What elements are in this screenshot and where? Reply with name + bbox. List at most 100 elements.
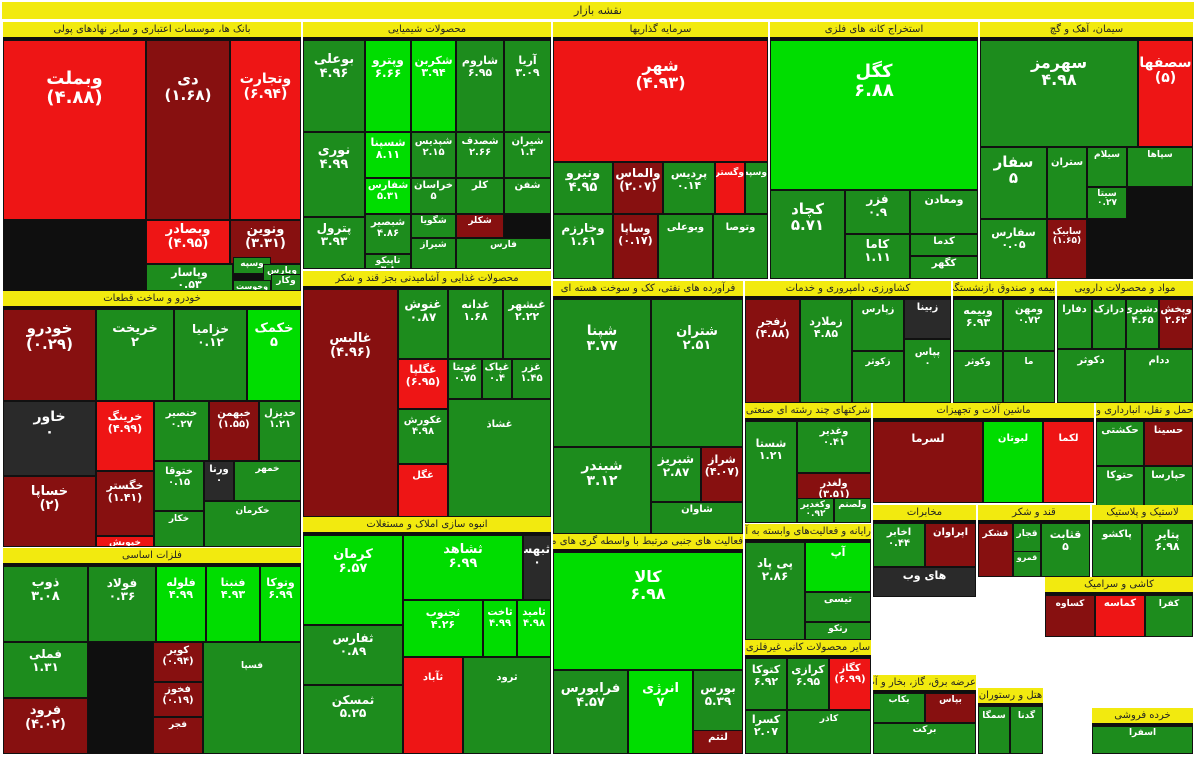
stock-tile[interactable]: خگستر (۱.۴۱) [96,471,154,536]
stock-tile[interactable]: غنوش ۰.۸۷ [398,289,448,359]
sector-header[interactable]: بانک ها، موسسات اعتباری و سایر نهادهای پ… [3,22,301,37]
stock-tile[interactable]: شفن [504,178,551,214]
stock-tile[interactable]: خودرو (۰.۲۹) [3,309,96,401]
stock-tile[interactable]: شبریز ۲.۸۷ [651,447,701,502]
stock-tile[interactable]: زپارس [852,299,904,351]
stock-tile[interactable]: لبوتان [983,421,1043,503]
stock-tile[interactable]: خکمک ۵ [247,309,301,401]
sector-header[interactable]: کشاورزی، دامپروری و خدمات [745,281,951,296]
stock-tile[interactable]: وغدیر ۰.۴۱ [797,421,871,473]
sector-header[interactable]: محصولات غذایی و آشامیدنی بجز قند و شکر [303,271,551,286]
stock-tile[interactable]: خرینگ (۴.۹۹) [96,401,154,471]
sector-header[interactable]: کاشی و سرامیک [1045,577,1193,592]
stock-tile[interactable]: سیتا ۰.۲۷ [1087,187,1127,219]
stock-tile[interactable]: ونوین (۳.۳۱) [230,220,301,264]
sector-header[interactable]: لاستیک و پلاستیک [1092,505,1193,520]
stock-tile[interactable]: غشاذ [448,399,551,517]
stock-tile[interactable]: سمگا [978,706,1010,754]
stock-tile[interactable]: رتکو [805,622,871,640]
stock-tile[interactable]: شبصیر ۴.۸۶ [365,214,411,254]
stock-tile[interactable]: کچاد ۵.۷۱ [770,190,845,279]
sector-header[interactable]: خرده فروشی [1092,708,1193,723]
stock-tile[interactable]: خدیزل ۱.۲۱ [259,401,301,461]
stock-tile[interactable]: وپترو ۶.۶۶ [365,40,411,132]
stock-tile[interactable]: ما [1003,351,1055,403]
stock-tile[interactable]: تاپیکو۳.۸ [365,254,411,269]
stock-tile[interactable]: فولاد ۰.۳۶ [88,566,156,642]
stock-tile[interactable]: فجر [153,717,203,754]
stock-tile[interactable]: ولصنم [834,498,871,523]
stock-tile[interactable]: خنصیر ۰.۲۷ [154,401,209,461]
stock-tile[interactable]: خریخت ۲ [96,309,174,401]
stock-tile[interactable]: کرمان ۶.۵۷ [303,535,403,625]
stock-tile[interactable]: انرژی ۷ [628,670,693,754]
stock-tile[interactable]: غگل [398,464,448,517]
stock-tile[interactable]: زفجر (۴.۸۸) [745,299,800,403]
stock-tile[interactable]: ثشاهد ۶.۹۹ [403,535,523,600]
stock-tile[interactable]: سابیک (۱.۶۵) [1047,219,1087,279]
stock-tile[interactable]: آریا ۳.۰۹ [504,40,551,132]
stock-tile[interactable]: شصدف ۲.۶۶ [456,132,504,178]
stock-tile[interactable]: وخوست [233,280,271,291]
stock-tile[interactable]: وتوصا [713,214,768,279]
stock-tile[interactable]: سیلام [1087,147,1127,187]
stock-tile[interactable]: نوری ۴.۹۹ [303,132,365,217]
stock-tile[interactable]: بپاس [925,693,976,723]
stock-tile[interactable]: وکغدیر ۰.۹۲ [797,498,834,523]
stock-tile[interactable]: وساپا (۰.۱۷) [613,214,658,279]
stock-tile[interactable]: ونیرو ۴.۹۵ [553,162,613,214]
stock-tile[interactable]: پردیس ۰.۱۴ [663,162,715,214]
stock-tile[interactable]: کسرا ۲.۰۷ [745,710,787,754]
stock-tile[interactable]: غپاک ۰.۴ [482,359,512,399]
sector-header[interactable]: قند و شکر [978,505,1090,520]
sector-header[interactable]: فعالیت های جنبی مرتبط با واسطه گری های م… [553,534,743,549]
stock-tile[interactable]: فارس [456,238,551,269]
stock-tile[interactable]: تیسی [805,592,871,622]
stock-tile[interactable]: فخوز (۰.۱۹) [153,682,203,717]
stock-tile[interactable]: بکاب [873,693,925,723]
stock-tile[interactable]: شپنا ۳.۷۷ [553,299,651,447]
sector-header[interactable]: سرمایه گذاریها [553,22,768,37]
stock-tile[interactable]: ومعادن [910,190,978,234]
stock-tile[interactable]: شبندر ۳.۱۲ [553,447,651,534]
stock-tile[interactable]: خکار [154,511,204,547]
sector-header[interactable]: رایانه و فعالیت‌های وابسته به آن [745,524,871,539]
sector-header[interactable]: مواد و محصولات دارویی [1057,281,1193,296]
stock-tile[interactable]: وبصادر (۴.۹۵) [146,220,230,264]
sector-header[interactable]: انبوه سازی املاک و مستغلات [303,517,551,532]
stock-tile[interactable]: شاروم ۶.۹۵ [456,40,504,132]
sector-header[interactable]: سایر محصولات کانی غیرفلزی [745,640,871,655]
sector-header[interactable]: مخابرات [873,505,976,520]
stock-tile[interactable]: خراسان ۵ [411,178,456,214]
stock-tile[interactable]: وتجارت (۶.۹۴) [230,40,301,220]
stock-tile[interactable]: شتران ۲.۵۱ [651,299,743,447]
stock-tile[interactable]: قمرو [1013,551,1041,577]
stock-tile[interactable]: کدما [910,234,978,256]
stock-tile[interactable]: اخابر ۰.۴۴ [873,523,925,567]
stock-tile[interactable]: شهر (۴.۹۳) [553,40,768,162]
stock-tile[interactable]: خکرمان [204,501,301,547]
stock-tile[interactable]: وبملت (۴.۸۸) [3,40,146,220]
stock-tile[interactable]: حسینا [1144,421,1193,466]
stock-tile[interactable]: خمهر [234,461,301,501]
sector-header[interactable]: محصولات شیمیایی [303,22,551,37]
stock-tile[interactable]: کفرا [1145,595,1193,637]
stock-tile[interactable]: وپخش ۲.۶۲ [1159,299,1193,349]
stock-tile[interactable]: حکشتی [1096,421,1144,466]
stock-tile[interactable]: شکربن ۳.۹۴ [411,40,456,132]
stock-tile[interactable]: اپراوان [925,523,976,567]
sector-header[interactable]: فرآورده های نفتی، کک و سوخت هسته ای [553,281,743,296]
stock-tile[interactable]: وکار [271,274,301,291]
stock-tile[interactable]: شیراز [411,238,456,269]
stock-tile[interactable]: ثمسکن ۵.۲۵ [303,685,403,754]
stock-tile[interactable]: سپاها [1127,147,1193,187]
stock-tile[interactable]: خاور ۰ [3,401,96,476]
stock-tile[interactable]: وگستر [715,162,745,214]
stock-tile[interactable]: زملارد ۴.۸۵ [800,299,852,403]
stock-tile[interactable]: ثاخت ۴.۹۹ [483,600,517,657]
stock-tile[interactable]: خبهمن (۱.۵۵) [209,401,259,461]
stock-tile[interactable]: شگویا [411,214,456,238]
stock-tile[interactable]: خپویش(۴.۹۹) [96,536,154,547]
stock-tile[interactable]: زکوثر [852,351,904,403]
stock-tile[interactable]: خساپا (۲) [3,476,96,547]
